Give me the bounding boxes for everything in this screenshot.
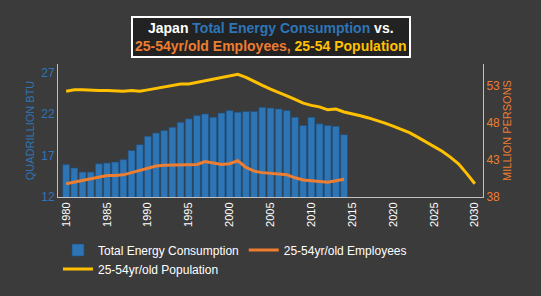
- svg-text:Total Energy Consumption: Total Energy Consumption: [98, 244, 239, 258]
- svg-text:22: 22: [41, 107, 55, 121]
- svg-text:48: 48: [486, 116, 500, 130]
- svg-text:1990: 1990: [141, 202, 153, 226]
- svg-text:43: 43: [486, 153, 500, 167]
- svg-text:2005: 2005: [264, 202, 276, 226]
- svg-text:2010: 2010: [305, 202, 317, 226]
- svg-text:1985: 1985: [101, 202, 113, 226]
- svg-text:12: 12: [41, 190, 55, 204]
- svg-text:1980: 1980: [60, 202, 72, 226]
- svg-text:MILLION PERSONS: MILLION PERSONS: [501, 80, 513, 181]
- svg-text:Japan Total Energy Consumption: Japan Total Energy Consumption vs.25-54y…: [135, 20, 407, 54]
- svg-text:27: 27: [41, 66, 55, 80]
- svg-text:25-54yr/old Employees: 25-54yr/old Employees: [284, 244, 407, 258]
- svg-text:2000: 2000: [223, 202, 235, 226]
- svg-text:38: 38: [486, 190, 500, 204]
- svg-text:53: 53: [486, 79, 500, 93]
- svg-text:1995: 1995: [182, 202, 194, 226]
- svg-text:2030: 2030: [468, 202, 480, 226]
- svg-text:17: 17: [41, 149, 55, 163]
- svg-text:2015: 2015: [346, 202, 358, 226]
- svg-text:25-54yr/old Population: 25-54yr/old Population: [98, 263, 218, 277]
- svg-text:2025: 2025: [428, 202, 440, 226]
- svg-text:QUADRILLION BTU: QUADRILLION BTU: [24, 81, 36, 181]
- svg-text:2020: 2020: [387, 202, 399, 226]
